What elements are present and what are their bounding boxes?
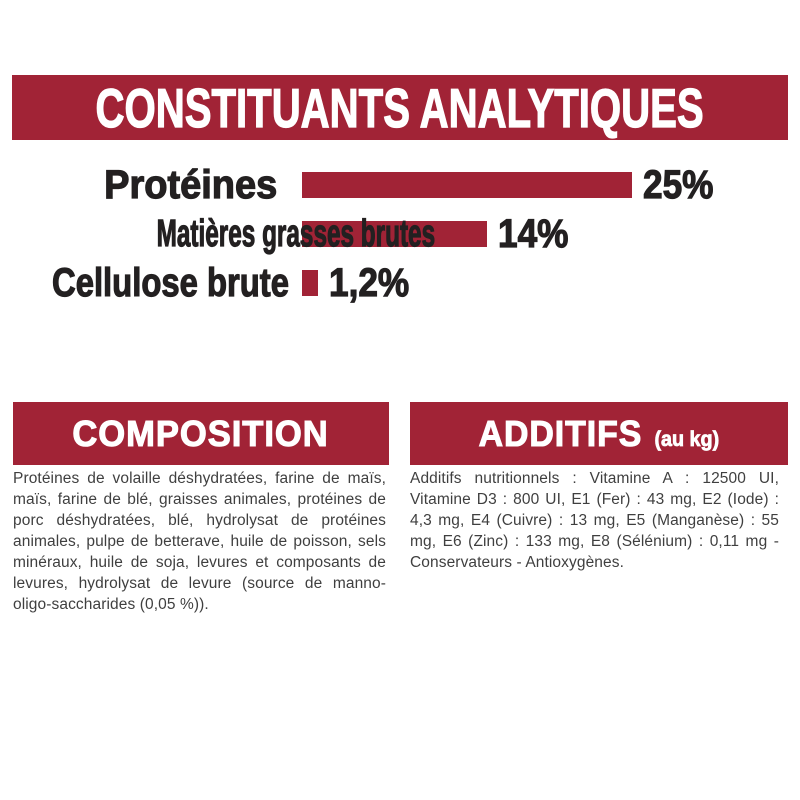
analytical-constituents-title: CONSTITUANTS ANALYTIQUES: [95, 76, 705, 139]
composition-body: Protéines de volaille déshydratées, fari…: [13, 470, 386, 613]
composition-title: COMPOSITION: [72, 412, 330, 454]
bar-value-proteines: 25%: [642, 162, 714, 207]
analytical-constituents-banner: CONSTITUANTS ANALYTIQUES: [12, 75, 788, 140]
bar-label-cellulose: Cellulose brute: [52, 260, 290, 305]
bar-label-matieres-grasses: Matières grasses brutes: [156, 212, 436, 255]
bar-proteines: [302, 172, 632, 198]
bar-matieres-grasses: [302, 221, 487, 247]
bar-cellulose: [302, 270, 318, 296]
additifs-body: Additifs nutritionnels : Vitamine A : 12…: [410, 470, 779, 571]
additifs-title-suffix: (au kg): [654, 427, 720, 451]
composition-banner: COMPOSITION: [13, 402, 389, 465]
bar-value-matieres-grasses: 14%: [497, 211, 569, 256]
additifs-banner: ADDITIFS (au kg): [410, 402, 788, 465]
bar-label-proteines: Protéines: [103, 162, 277, 207]
chart-row-proteines: Protéines 25%: [0, 162, 800, 207]
bar-value-cellulose: 1,2%: [328, 260, 410, 305]
chart-row-matieres-grasses: Matières grasses brutes 14%: [0, 211, 800, 256]
chart-row-cellulose: Cellulose brute 1,2%: [0, 260, 800, 305]
additifs-title: ADDITIFS: [478, 412, 643, 454]
